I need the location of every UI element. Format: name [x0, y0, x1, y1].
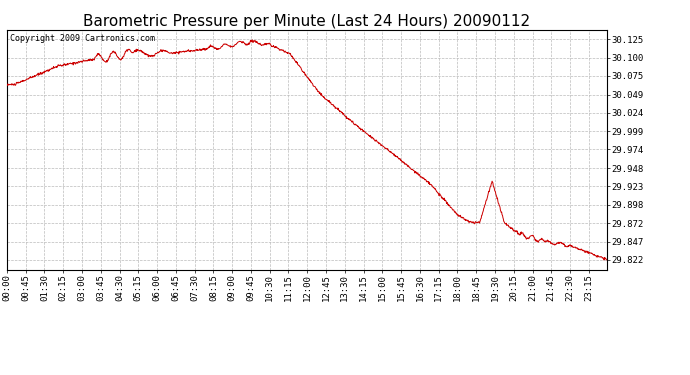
Title: Barometric Pressure per Minute (Last 24 Hours) 20090112: Barometric Pressure per Minute (Last 24 …	[83, 14, 531, 29]
Text: Copyright 2009 Cartronics.com: Copyright 2009 Cartronics.com	[10, 34, 155, 43]
